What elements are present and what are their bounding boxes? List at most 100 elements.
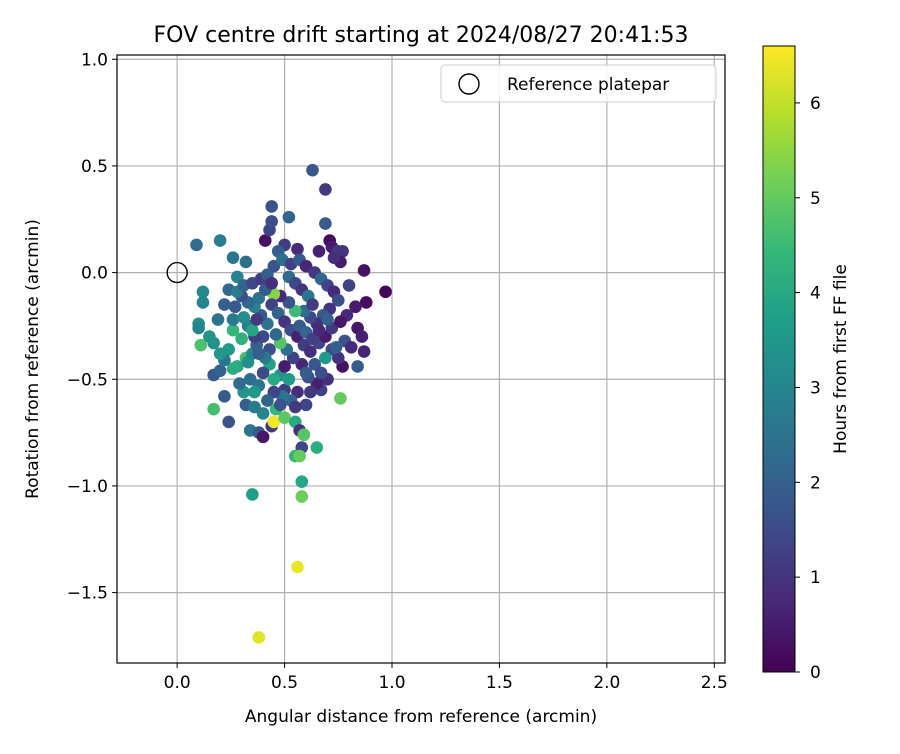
data-point — [319, 217, 332, 230]
data-point — [218, 298, 231, 311]
data-point — [289, 304, 302, 318]
data-point — [248, 385, 261, 399]
data-point — [273, 398, 287, 412]
data-point — [256, 407, 270, 420]
data-point — [295, 490, 309, 503]
y-axis-label: Rotation from reference (arcmin) — [23, 219, 43, 499]
data-point — [299, 366, 313, 380]
data-point — [291, 242, 304, 256]
data-point — [299, 398, 313, 412]
data-point — [314, 366, 328, 380]
data-point — [282, 296, 296, 309]
data-point — [231, 270, 244, 284]
data-point — [379, 285, 392, 299]
colorbar-tick-label: 3 — [810, 378, 821, 398]
x-tick-label: 1.5 — [486, 673, 513, 693]
data-point — [196, 296, 210, 309]
data-point — [355, 330, 369, 343]
y-tick-label: −1.5 — [67, 584, 108, 604]
data-point — [282, 372, 296, 386]
data-point — [261, 394, 274, 407]
legend-box — [440, 64, 717, 103]
colorbar-gradient — [762, 45, 796, 673]
x-tick-label: 2.0 — [593, 673, 620, 693]
data-points — [190, 163, 392, 644]
y-tick-label: 1.0 — [81, 50, 108, 70]
plot-frame — [116, 54, 726, 664]
data-point — [190, 238, 203, 252]
data-point — [291, 385, 304, 399]
data-point — [286, 351, 300, 365]
data-point — [289, 400, 302, 414]
data-point — [299, 259, 313, 273]
data-point — [213, 347, 227, 360]
data-point — [278, 315, 291, 328]
data-point — [271, 306, 285, 320]
data-point — [207, 402, 220, 416]
reference-point — [166, 261, 188, 284]
colorbar-tick-label: 4 — [810, 284, 821, 304]
data-point — [306, 332, 319, 346]
data-point — [297, 428, 311, 442]
data-point — [312, 323, 326, 337]
data-point — [243, 372, 257, 386]
x-axis-label: Angular distance from reference (arcmin) — [245, 707, 597, 727]
y-tick-label: 0.0 — [81, 264, 108, 284]
data-point — [252, 291, 266, 305]
data-point — [312, 244, 326, 258]
colorbar-tick-label: 5 — [810, 189, 821, 209]
data-point — [269, 328, 283, 341]
data-point — [250, 313, 263, 326]
data-point — [256, 366, 270, 380]
colorbar: 0 1 2 3 4 5 6 Hours from first FF file — [762, 45, 851, 683]
data-point — [295, 475, 309, 488]
colorbar-tick-label: 0 — [810, 663, 821, 683]
data-point — [278, 411, 291, 424]
x-tick-label: 0.0 — [164, 673, 191, 693]
data-point — [265, 298, 278, 311]
data-point — [329, 340, 343, 354]
data-point — [192, 321, 205, 335]
data-point — [321, 313, 334, 326]
data-point — [265, 200, 278, 213]
y-axis-ticks: 1.0 0.5 0.0 −0.5 −1.0 −1.5 — [67, 50, 117, 604]
chart-title: FOV centre drift starting at 2024/08/27 … — [154, 23, 689, 48]
data-point — [344, 340, 358, 354]
data-point — [246, 323, 259, 337]
data-point — [267, 415, 281, 429]
data-point — [226, 323, 240, 337]
legend: Reference platepar — [440, 64, 717, 103]
data-point — [235, 332, 248, 346]
data-point — [282, 210, 296, 224]
colorbar-tick-label: 6 — [810, 94, 821, 114]
grid-lines — [117, 55, 725, 663]
data-point — [304, 345, 317, 358]
data-point — [246, 488, 259, 501]
data-point — [256, 430, 270, 444]
data-point — [357, 345, 371, 358]
data-point — [267, 372, 281, 386]
data-point — [327, 251, 341, 264]
data-point — [213, 364, 227, 378]
data-point — [252, 631, 266, 644]
x-tick-label: 1.0 — [378, 673, 405, 693]
data-point — [213, 234, 227, 247]
data-point — [218, 390, 231, 403]
legend-label: Reference platepar — [507, 75, 669, 95]
x-tick-label: 2.5 — [701, 673, 728, 693]
data-point — [351, 360, 364, 373]
data-point — [319, 183, 332, 196]
data-point — [293, 449, 306, 463]
data-point — [331, 351, 345, 365]
data-point — [194, 338, 208, 352]
data-point — [222, 415, 236, 429]
data-point — [306, 298, 319, 311]
data-point — [239, 255, 253, 269]
data-point — [211, 313, 225, 326]
data-point — [331, 294, 345, 307]
data-point — [226, 313, 240, 326]
data-point — [265, 276, 278, 290]
y-tick-label: −0.5 — [67, 370, 108, 390]
